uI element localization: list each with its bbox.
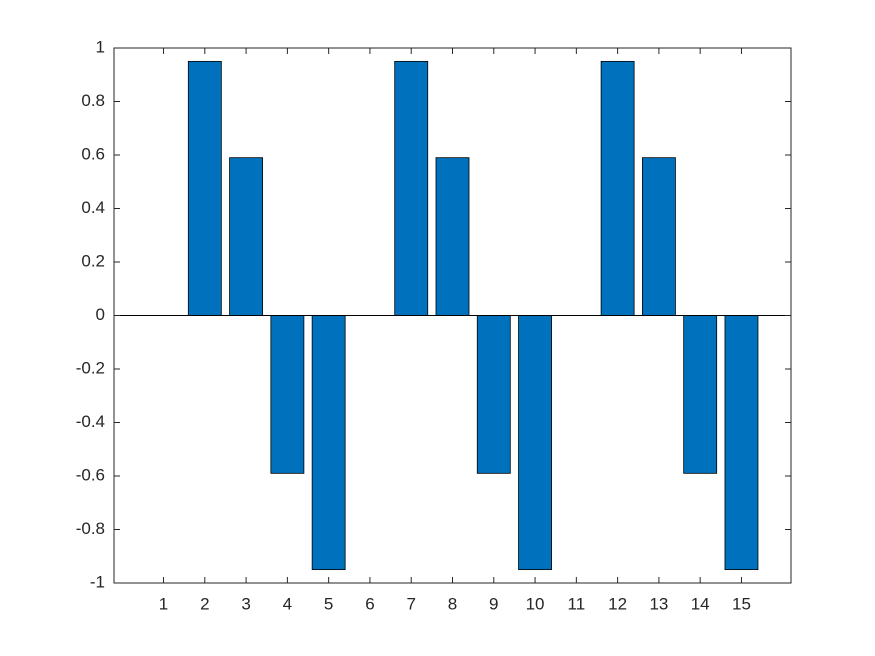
x-tick-label: 5 (324, 594, 333, 613)
y-tick-label: 0.4 (81, 198, 105, 217)
bar (270, 315, 305, 474)
y-tick-label: 0.6 (81, 144, 105, 163)
x-tick-label: 8 (448, 594, 457, 613)
x-tick-label: 2 (200, 594, 209, 613)
x-tick-label: 6 (365, 594, 374, 613)
x-tick-label: 4 (283, 594, 292, 613)
bar (311, 315, 346, 571)
x-tick-label: 9 (489, 594, 498, 613)
bar (724, 315, 759, 571)
bar (518, 315, 552, 571)
x-tick-label: 15 (732, 594, 751, 613)
y-tick-label: -0.4 (76, 412, 105, 431)
bar (600, 60, 635, 316)
x-tick-label: 13 (649, 594, 668, 613)
x-tick-label: 3 (241, 594, 250, 613)
y-tick-label: 0.2 (81, 251, 105, 270)
bar (641, 157, 676, 316)
y-tick-label: 1 (96, 37, 105, 56)
x-tick-label: 11 (568, 594, 586, 613)
x-tick-label: 7 (406, 594, 415, 613)
x-tick-label: 1 (159, 594, 168, 613)
y-tick-label: -0.2 (76, 358, 105, 377)
x-tick-label: 14 (691, 594, 710, 613)
bar (435, 157, 470, 316)
bar (394, 60, 429, 316)
x-tick-label: 10 (526, 594, 545, 613)
y-tick-label: 0.8 (81, 91, 105, 110)
x-tick-label: 12 (608, 594, 627, 613)
y-tick-label: -1 (90, 572, 105, 591)
bar (187, 60, 222, 316)
y-tick-label: -0.8 (76, 519, 105, 538)
bar (229, 157, 264, 316)
y-tick-label: -0.6 (76, 465, 105, 484)
bar (683, 315, 718, 474)
y-tick-label: 0 (96, 305, 105, 324)
bar (476, 315, 511, 474)
